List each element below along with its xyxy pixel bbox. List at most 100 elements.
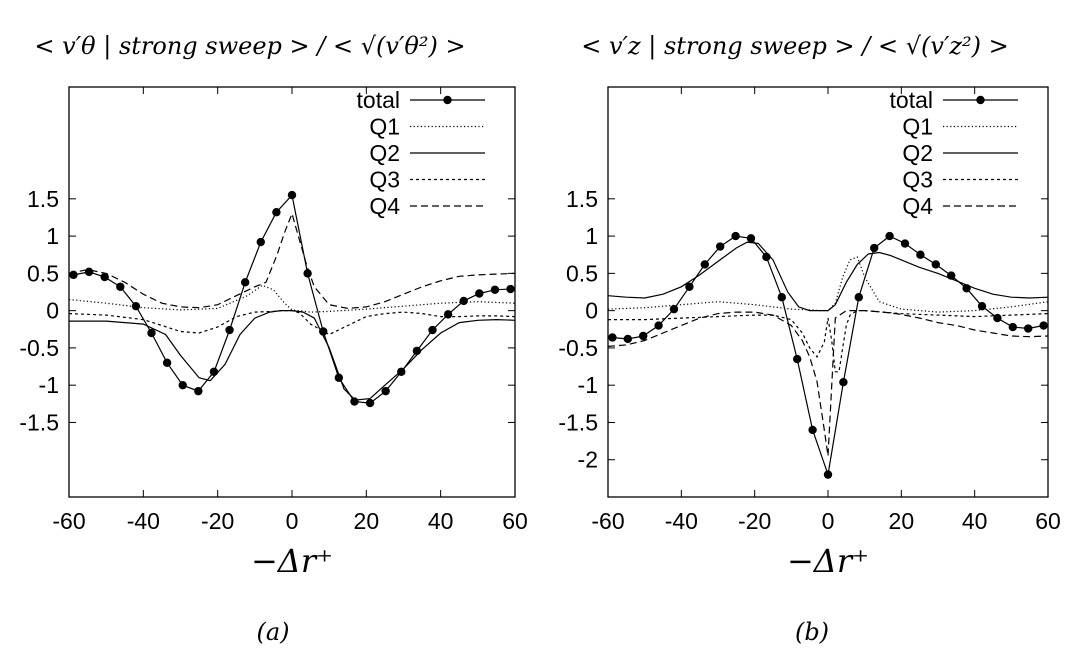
x-tick-label: 60 bbox=[502, 508, 528, 534]
x-tick-label: 0 bbox=[822, 508, 835, 534]
data-point-total bbox=[669, 304, 679, 314]
y-tick-label: 0.5 bbox=[27, 260, 59, 286]
chart-a: -60 -40 -20 0 20 40 60 1.5 1 0.5 0 -0.5 -1 -1.5 −Δr⁺ to… bbox=[19, 86, 528, 580]
x-tick-label: -20 bbox=[201, 508, 234, 534]
data-point-total bbox=[287, 190, 297, 200]
x-tick-label: -60 bbox=[52, 508, 85, 534]
data-point-total bbox=[1023, 324, 1033, 333]
legend-label: Q4 bbox=[369, 193, 400, 219]
legend-label: Q2 bbox=[369, 140, 400, 166]
data-point-total bbox=[459, 296, 468, 306]
data-point-total bbox=[639, 331, 648, 341]
data-point-total bbox=[916, 250, 925, 259]
x-tick-label: 20 bbox=[889, 508, 915, 534]
y-tick-label: -2 bbox=[578, 447, 598, 473]
series-line-q2 bbox=[69, 310, 515, 401]
data-point-total bbox=[209, 367, 219, 376]
data-point-total bbox=[993, 313, 1002, 323]
x-tick-label: -60 bbox=[591, 508, 624, 534]
data-point-total bbox=[490, 285, 500, 294]
data-point-total bbox=[870, 243, 879, 253]
y-tick-label: 1 bbox=[585, 223, 598, 249]
legend-label: total bbox=[357, 87, 400, 113]
x-tick-label: 60 bbox=[1035, 508, 1061, 534]
legend-marker bbox=[976, 95, 985, 105]
y-tick-label: -1 bbox=[578, 372, 598, 398]
chart-b-caption: (b) bbox=[795, 618, 829, 646]
data-point-total bbox=[977, 301, 987, 311]
data-point-total bbox=[808, 425, 817, 435]
y-tick-label: 0 bbox=[585, 298, 598, 324]
data-point-total bbox=[731, 231, 740, 241]
data-point-total bbox=[272, 208, 281, 217]
plot-frame bbox=[68, 86, 516, 498]
data-point-total bbox=[256, 237, 265, 247]
data-point-total bbox=[823, 470, 833, 479]
chart-b-title: < v′z | strong sweep > / < √(v′z²) > bbox=[581, 32, 1009, 61]
series-line-total bbox=[612, 235, 1044, 475]
y-tick-label: 1 bbox=[46, 223, 59, 249]
series-line-q4 bbox=[608, 310, 1048, 457]
data-point-total bbox=[178, 380, 187, 390]
data-point-total bbox=[194, 386, 203, 396]
data-point-total bbox=[885, 231, 894, 241]
y-tick-label: 1.5 bbox=[566, 186, 598, 212]
x-tick-label: 40 bbox=[428, 508, 454, 534]
data-point-total bbox=[412, 346, 422, 356]
x-tick-label: 40 bbox=[962, 508, 988, 534]
data-point-total bbox=[131, 301, 141, 311]
data-point-total bbox=[777, 293, 786, 302]
data-point-total bbox=[443, 310, 453, 319]
y-tick-label: -0.5 bbox=[19, 335, 59, 361]
data-point-total bbox=[900, 239, 910, 248]
data-point-total bbox=[839, 378, 848, 387]
y-tick-label: -1.5 bbox=[19, 409, 59, 435]
data-point-total bbox=[685, 282, 694, 291]
data-point-total bbox=[475, 289, 484, 298]
plot-frame bbox=[607, 86, 1049, 498]
x-tick-label: 20 bbox=[354, 508, 380, 534]
data-point-total bbox=[931, 260, 940, 269]
series-line-q3 bbox=[69, 310, 515, 336]
legend-label: Q4 bbox=[902, 193, 933, 219]
series-line-total bbox=[73, 193, 511, 404]
y-tick-label: -1.5 bbox=[558, 409, 598, 435]
data-point-total bbox=[240, 278, 250, 287]
data-point-total bbox=[303, 269, 312, 278]
legend-label: Q1 bbox=[369, 114, 400, 140]
legend-label: Q2 bbox=[902, 140, 933, 166]
series-line-q3 bbox=[608, 310, 1048, 373]
data-point-total bbox=[762, 252, 771, 262]
data-point-total bbox=[319, 327, 328, 336]
x-tick-label: -20 bbox=[738, 508, 771, 534]
legend-label: Q3 bbox=[369, 167, 400, 193]
series-line-q2 bbox=[608, 241, 1048, 312]
legend-label: total bbox=[890, 87, 933, 113]
x-tick-label: 0 bbox=[286, 508, 299, 534]
chart-a-title: < v′θ | strong sweep > / < √(v′θ²) > bbox=[34, 32, 465, 61]
x-axis-label: −Δr⁺ bbox=[787, 542, 869, 580]
x-axis-label: −Δr⁺ bbox=[251, 542, 333, 580]
y-tick-label: 0 bbox=[46, 298, 59, 324]
data-point-total bbox=[162, 358, 172, 368]
data-point-total bbox=[654, 321, 663, 330]
data-point-total bbox=[365, 398, 375, 408]
data-point-total bbox=[608, 333, 617, 342]
data-point-total bbox=[793, 354, 802, 364]
x-tick-label: -40 bbox=[665, 508, 698, 534]
data-point-total bbox=[428, 325, 437, 335]
data-point-total bbox=[623, 334, 632, 344]
data-point-total bbox=[700, 260, 709, 269]
data-point-total bbox=[100, 272, 109, 282]
y-tick-label: -1 bbox=[39, 372, 59, 398]
x-tick-label: -40 bbox=[127, 508, 160, 534]
data-point-total bbox=[84, 267, 94, 277]
chart-a-caption: (a) bbox=[256, 618, 289, 646]
y-tick-label: 1.5 bbox=[27, 186, 59, 212]
series-line-q4 bbox=[69, 211, 515, 310]
y-tick-label: 0.5 bbox=[566, 260, 598, 286]
chart-b: -60 -40 -20 0 20 40 60 1.5 1 0.5 0 -0.5 -1 -1.5 -2 −Δr⁺… bbox=[558, 86, 1061, 580]
legend-label: Q3 bbox=[902, 167, 933, 193]
data-point-total bbox=[1008, 322, 1017, 332]
